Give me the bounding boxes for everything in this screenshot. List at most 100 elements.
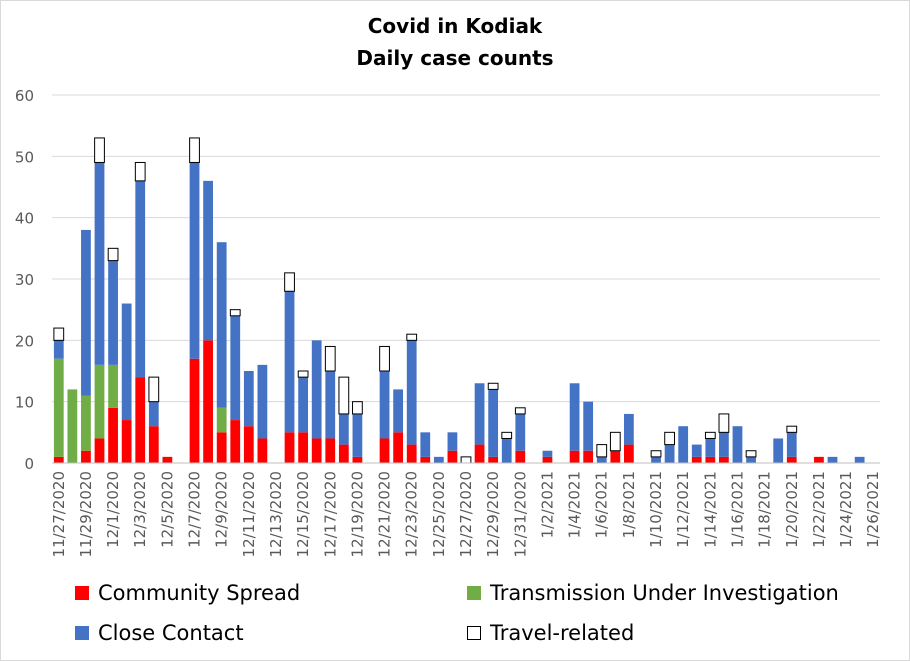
x-tick-label: 12/11/2020 (240, 471, 258, 557)
x-tick-label: 12/13/2020 (267, 471, 285, 557)
bar-travel-related (338, 376, 350, 415)
bar-close-contact (189, 162, 200, 359)
bar-close-contact (53, 340, 64, 359)
x-tick-label: 12/27/2020 (457, 471, 475, 557)
bar-close-contact (719, 432, 729, 457)
bar-close-contact (678, 426, 689, 463)
bar-close-contact (148, 401, 159, 427)
bar-travel-related (94, 137, 105, 163)
bar-close-contact (583, 401, 594, 451)
bar-travel-related (379, 345, 390, 372)
bar-community-spread (81, 450, 91, 463)
x-tick-label: 12/7/2020 (186, 471, 204, 548)
x-tick-label: 11/29/2020 (77, 471, 95, 557)
bar-travel-related (297, 370, 309, 378)
bar-community-spread (583, 450, 594, 463)
bar-close-contact (216, 242, 227, 408)
bar-community-spread (569, 450, 580, 463)
bar-close-contact (664, 444, 675, 463)
bar-travel-related (189, 137, 200, 163)
bar-community-spread (406, 444, 417, 463)
bar-travel-related (609, 431, 621, 452)
bar-community-spread (135, 377, 146, 463)
bar-community-spread (243, 426, 254, 463)
bar-transmission-under-investigation (67, 389, 78, 463)
bar-community-spread (488, 456, 499, 463)
bar-transmission-under-investigation (108, 364, 118, 408)
bar-travel-related (406, 333, 418, 341)
bar-close-contact (243, 371, 254, 427)
x-tick-label: 12/29/2020 (484, 471, 502, 557)
chart-subtitle: Daily case counts (356, 46, 554, 70)
bar-close-contact (515, 413, 526, 451)
bar-community-spread (53, 456, 64, 463)
bar-community-spread (216, 432, 227, 463)
x-tick-label: 1/18/2021 (756, 471, 774, 548)
bar-community-spread (610, 450, 621, 463)
x-tick-label: 1/8/2021 (620, 471, 638, 538)
bar-close-contact (406, 340, 417, 445)
close-contact-swatch (75, 626, 89, 640)
legend-label-community-spread: Community Spread (98, 581, 301, 605)
bar-community-spread (814, 456, 824, 463)
bar-close-contact (257, 364, 268, 439)
x-tick-label: 12/19/2020 (348, 471, 366, 557)
bar-travel-related (352, 401, 363, 415)
bar-community-spread (121, 420, 132, 463)
bar-travel-related (53, 327, 65, 341)
y-tick-label: 40 (15, 210, 34, 228)
bar-close-contact (773, 438, 784, 463)
legend-label-travel-related: Travel-related (490, 621, 635, 645)
bar-travel-related (664, 431, 675, 446)
bar-community-spread (298, 432, 309, 463)
bar-community-spread (352, 456, 363, 463)
bar-community-spread (284, 432, 295, 463)
bar-community-spread (189, 358, 200, 463)
x-tick-label: 1/22/2021 (810, 471, 828, 548)
bar-community-spread (515, 450, 526, 463)
legend-close-contact: Close Contact (75, 621, 244, 645)
bar-close-contact (596, 456, 607, 463)
x-tick-label: 1/10/2021 (647, 471, 665, 548)
bar-close-contact (746, 456, 756, 463)
bar-community-spread (311, 438, 322, 463)
bar-close-contact (108, 260, 118, 365)
bar-close-contact (203, 180, 213, 341)
bar-community-spread (719, 456, 729, 463)
bar-transmission-under-investigation (81, 395, 91, 451)
bar-community-spread (325, 438, 336, 463)
legend-travel-related: Travel-related (467, 621, 634, 645)
bar-travel-related (745, 450, 757, 458)
bar-transmission-under-investigation (216, 407, 227, 433)
bar-close-contact (298, 377, 309, 433)
bar-close-contact (338, 413, 349, 445)
bar-community-spread (257, 438, 268, 463)
x-tick-label: 1/2/2021 (538, 471, 556, 538)
bar-community-spread (108, 407, 118, 463)
bar-travel-related (148, 376, 160, 403)
x-tick-label: 12/23/2020 (403, 471, 421, 557)
x-tick-label: 12/5/2020 (158, 471, 176, 548)
x-tick-label: 1/26/2021 (864, 471, 882, 548)
y-tick-label: 50 (15, 148, 34, 166)
x-tick-label: 1/20/2021 (783, 471, 801, 548)
x-tick-label: 12/9/2020 (213, 471, 231, 548)
bar-community-spread (379, 438, 390, 463)
y-tick-label: 10 (15, 394, 34, 412)
x-tick-label: 11/27/2020 (50, 471, 68, 557)
x-tick-label: 12/17/2020 (321, 471, 339, 557)
bar-close-contact (81, 229, 91, 396)
bar-close-contact (94, 162, 105, 365)
x-tick-label: 1/16/2021 (728, 471, 746, 548)
transmission-under-investigation-swatch (467, 586, 481, 600)
bar-travel-related (650, 450, 662, 458)
y-tick-label: 0 (24, 455, 34, 473)
x-tick-label: 1/12/2021 (674, 471, 692, 548)
bar-close-contact (393, 389, 404, 433)
bar-close-contact (691, 444, 702, 457)
bar-close-contact (447, 432, 458, 451)
x-tick-label: 12/25/2020 (430, 471, 448, 557)
bar-community-spread (705, 456, 716, 463)
bar-community-spread (623, 444, 634, 463)
x-tick-label: 12/1/2020 (104, 471, 122, 548)
